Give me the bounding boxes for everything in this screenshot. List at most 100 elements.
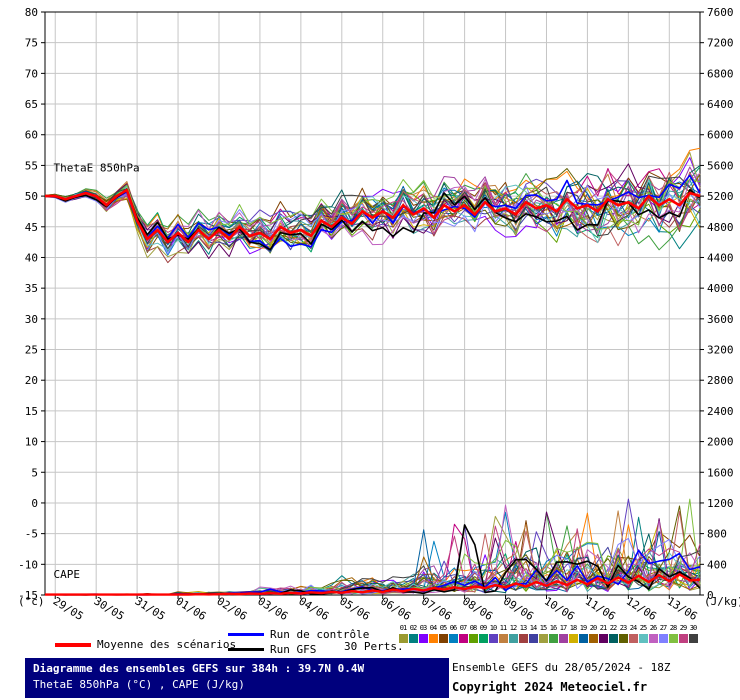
svg-text:4000: 4000 <box>707 282 734 295</box>
pert-number: 04 <box>429 624 437 632</box>
pert-number: 18 <box>569 624 577 632</box>
pert-color-swatch <box>608 634 618 643</box>
pert-color-swatch <box>508 634 518 643</box>
pert-03: 03 <box>418 624 428 643</box>
mean-line-swatch <box>55 642 91 647</box>
pert-number: 13 <box>519 624 527 632</box>
svg-text:-15: -15 <box>18 589 38 602</box>
svg-text:70: 70 <box>25 67 38 80</box>
pert-color-swatch <box>468 634 478 643</box>
pert-06: 06 <box>448 624 458 643</box>
svg-text:0: 0 <box>707 589 714 602</box>
pert-11: 11 <box>498 624 508 643</box>
pert-color-swatch <box>568 634 578 643</box>
pert-number: 25 <box>639 624 647 632</box>
svg-text:05/06: 05/06 <box>337 595 372 622</box>
svg-text:7600: 7600 <box>707 6 734 19</box>
svg-text:12/06: 12/06 <box>624 595 659 622</box>
svg-text:80: 80 <box>25 6 38 19</box>
svg-text:11/06: 11/06 <box>583 595 618 622</box>
pert-20: 20 <box>588 624 598 643</box>
pert-number: 30 <box>689 624 697 632</box>
pert-color-swatch <box>648 634 658 643</box>
svg-text:2800: 2800 <box>707 374 734 387</box>
pert-number: 06 <box>449 624 457 632</box>
pert-10: 10 <box>488 624 498 643</box>
pert-color-swatch <box>558 634 568 643</box>
pert-number: 09 <box>479 624 487 632</box>
control-legend-label: Run de contrôle <box>270 628 370 641</box>
svg-text:6000: 6000 <box>707 129 734 142</box>
svg-text:13/06: 13/06 <box>665 595 700 622</box>
svg-text:6400: 6400 <box>707 98 734 111</box>
svg-text:60: 60 <box>25 129 38 142</box>
svg-text:30: 30 <box>25 313 38 326</box>
legend-mean: Moyenne des scénarios <box>55 638 236 651</box>
pert-number: 21 <box>599 624 607 632</box>
pert-05: 05 <box>438 624 448 643</box>
pert-color-swatch <box>578 634 588 643</box>
perturbation-color-key: 01 02 03 04 05 06 07 08 09 10 11 12 13 14 15 16 17 18 19 20… <box>398 624 698 643</box>
svg-text:5600: 5600 <box>707 159 734 172</box>
gfs-legend-label: Run GFS <box>270 643 317 656</box>
svg-text:01/06: 01/06 <box>173 595 208 622</box>
pert-color-swatch <box>398 634 408 643</box>
svg-text:4400: 4400 <box>707 251 734 264</box>
pert-02: 02 <box>408 624 418 643</box>
svg-text:5: 5 <box>31 466 38 479</box>
pert-number: 29 <box>679 624 687 632</box>
svg-text:75: 75 <box>25 37 38 50</box>
pert-23: 23 <box>618 624 628 643</box>
svg-text:04/06: 04/06 <box>296 595 331 622</box>
pert-number: 01 <box>399 624 407 632</box>
pert-color-swatch <box>458 634 468 643</box>
pert-30: 30 <box>688 624 698 643</box>
pert-24: 24 <box>628 624 638 643</box>
svg-text:2400: 2400 <box>707 405 734 418</box>
pert-color-swatch <box>598 634 608 643</box>
pert-number: 19 <box>579 624 587 632</box>
pert-number: 28 <box>669 624 677 632</box>
run-info-box: Ensemble GEFS du 28/05/2024 - 18Z Copyri… <box>452 658 738 695</box>
svg-text:30/05: 30/05 <box>92 595 127 622</box>
chart-title: Diagramme des ensembles GEFS sur 384h : … <box>33 662 365 675</box>
svg-text:29/05: 29/05 <box>51 595 86 622</box>
pert-number: 05 <box>439 624 447 632</box>
svg-text:09/06: 09/06 <box>501 595 536 622</box>
pert-number: 20 <box>589 624 597 632</box>
control-line-swatch <box>228 633 264 636</box>
pert-number: 11 <box>499 624 507 632</box>
copyright: Copyright 2024 Meteociel.fr <box>452 680 648 694</box>
svg-text:(J/kg): (J/kg) <box>704 595 740 608</box>
svg-text:-5: -5 <box>25 528 38 541</box>
pert-04: 04 <box>428 624 438 643</box>
svg-text:65: 65 <box>25 98 38 111</box>
pert-color-swatch <box>428 634 438 643</box>
ensemble-chart: -15 -10 -5 0 5 10 15 20 25 30 35 40 45 50 55 60 65 70 75 80… <box>18 6 740 622</box>
pert-color-swatch <box>478 634 488 643</box>
pert-color-swatch <box>418 634 428 643</box>
pert-color-swatch <box>668 634 678 643</box>
svg-text:2000: 2000 <box>707 436 734 449</box>
chart-subtitle: ThetaE 850hPa (°C) , CAPE (J/kg) <box>33 678 245 691</box>
gfs-line-swatch <box>228 648 264 651</box>
pert-color-swatch <box>488 634 498 643</box>
pert-color-swatch <box>638 634 648 643</box>
pert-14: 14 <box>528 624 538 643</box>
svg-text:08/06: 08/06 <box>460 595 495 622</box>
svg-text:55: 55 <box>25 159 38 172</box>
pert-12: 12 <box>508 624 518 643</box>
svg-text:-10: -10 <box>18 558 38 571</box>
chart-legend: Moyenne des scénarios Run de contrôle Ru… <box>0 622 740 658</box>
pert-color-swatch <box>538 634 548 643</box>
legend-gfs: Run GFS <box>228 643 316 656</box>
pert-16: 16 <box>548 624 558 643</box>
pert-15: 15 <box>538 624 548 643</box>
pert-number: 27 <box>659 624 667 632</box>
svg-text:5200: 5200 <box>707 190 734 203</box>
pert-19: 19 <box>578 624 588 643</box>
pert-color-swatch <box>588 634 598 643</box>
pert-22: 22 <box>608 624 618 643</box>
pert-number: 24 <box>629 624 637 632</box>
